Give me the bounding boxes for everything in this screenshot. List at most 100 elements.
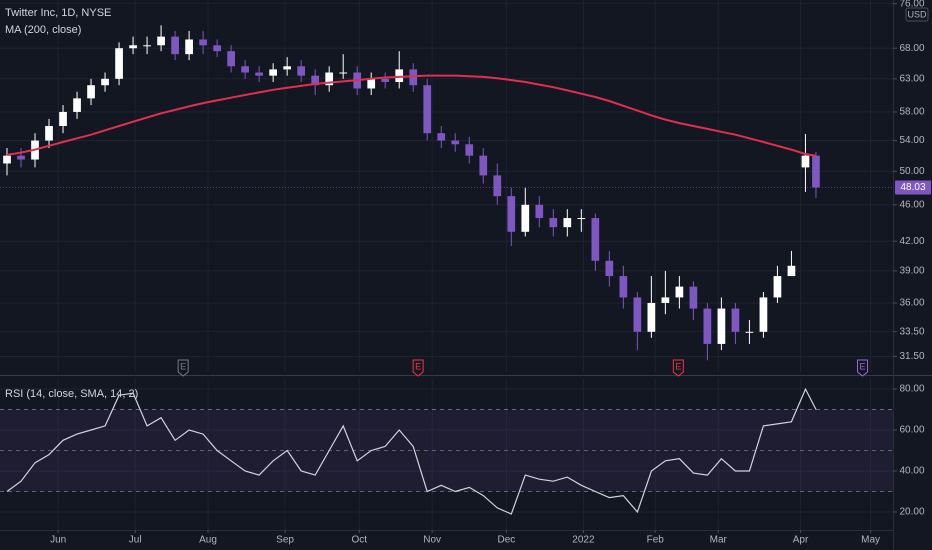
candle-body [409,69,418,86]
y-tick-label: 42.00 [899,236,924,247]
candle-body [3,155,11,164]
candle-body [17,155,25,160]
candle-body [535,204,544,219]
y-tick-label: 76.00 [899,0,924,9]
candle-body [59,111,67,126]
candle-body [787,265,796,277]
candle-body [801,155,810,168]
x-tick-label: Apr [793,535,809,546]
y-tick-label: 20.00 [899,507,924,518]
legend-entry: MA (200, close) [5,24,81,36]
candle-body [381,78,390,83]
y-tick-label: 31.50 [899,351,924,362]
candle-body [451,140,460,145]
candle-body [185,39,193,55]
candle-body [591,218,600,261]
y-tick-label: 50.00 [899,166,924,177]
candle-body [115,48,123,79]
candle-body [157,36,165,46]
candle-body [759,297,768,332]
candle-body [717,308,726,344]
y-tick-label: 46.00 [899,199,924,210]
candle-body [731,308,740,332]
candle-body [227,51,235,67]
x-tick-label: Aug [199,535,217,546]
rsi-band [0,409,893,492]
y-tick-label: 80.00 [899,384,924,395]
x-tick-label: Jul [129,535,142,546]
x-tick-label: Sep [276,535,294,546]
candle-body [367,78,376,89]
currency-box[interactable] [905,7,929,22]
event-label: E [675,361,681,371]
candle-body [45,125,53,141]
candle-body [619,276,628,298]
candle-body [745,331,754,333]
candle-body [129,45,137,49]
candle-body [255,72,263,76]
event-label: E [415,361,421,371]
candle-body [605,260,614,277]
y-tick-label: 36.00 [899,298,924,309]
x-tick-label: 2022 [572,535,595,546]
candle-body [675,286,684,298]
candle-body [339,72,348,74]
candle-body [633,297,642,332]
y-tick-label: 63.00 [899,73,924,84]
candle-body [493,175,502,197]
event-marker [412,359,424,377]
event-marker [672,359,684,377]
x-tick-label: Dec [497,535,515,546]
candle-body [199,39,207,46]
price-tag [895,180,931,195]
candle-body [703,308,712,344]
candle-body [395,69,404,83]
candle-body [437,133,446,141]
candle-body [101,78,109,86]
chart-title: Twitter Inc, 1D, NYSE [5,7,111,19]
price-tag-label: 48.03 [900,182,925,193]
event-marker [177,359,189,377]
grid [0,0,893,530]
candle-body [283,66,292,70]
y-tick-label: 60.00 [899,425,924,436]
candle-body [423,85,432,134]
candle-body [773,276,782,298]
candle-body [171,36,179,55]
series-line [6,74,817,157]
candle-body [661,297,670,303]
series-line [6,387,817,515]
candle-body [689,286,698,309]
candle-body [549,218,558,228]
candle-body [812,155,820,188]
x-tick-label: Oct [352,535,368,546]
x-tick-label: Jun [50,535,66,546]
candle-body [73,98,81,112]
candle-body [269,69,278,76]
candle-body [87,85,95,99]
y-tick-label: 33.50 [899,326,924,337]
candle-body [647,302,656,332]
labels: Twitter Inc, 1D, NYSE MA (200, close) RS… [5,0,931,546]
currency[interactable]: USD [907,9,927,19]
y-tick-label: 40.00 [899,466,924,477]
y-tick-label: 68.00 [899,43,924,54]
candle-body [297,66,306,76]
x-tick-label: May [861,535,880,546]
event-label: E [860,361,866,371]
candle-body [143,45,151,47]
x-tick-label: Mar [710,535,728,546]
event-label: E [180,361,186,371]
y-tick-label: 54.00 [899,135,924,146]
candle-body [507,196,516,232]
legend-entry: RSI (14, close, SMA, 14, 2) [5,388,138,400]
event-marker [857,359,869,377]
candle-body [241,66,249,73]
candle-body [213,45,221,52]
y-tick-label: 58.00 [899,107,924,118]
x-tick-label: Nov [423,535,441,546]
candle-body [577,218,586,220]
candle-body [521,204,530,232]
